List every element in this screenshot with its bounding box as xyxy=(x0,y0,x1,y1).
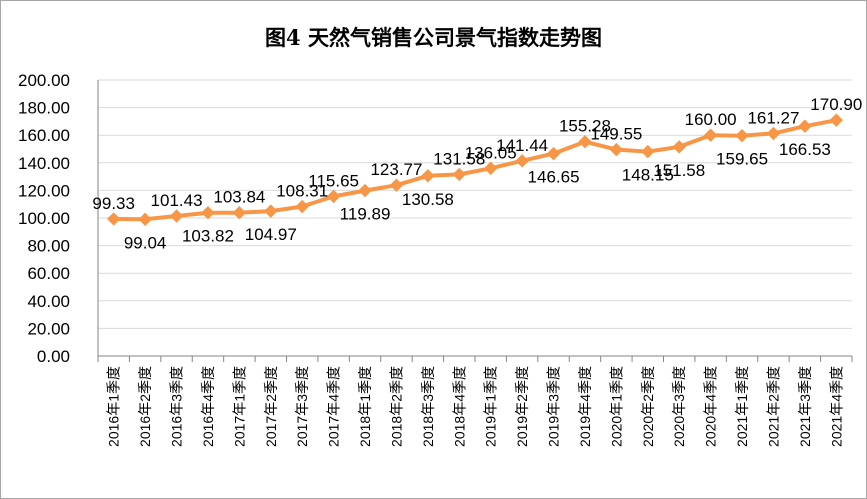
x-tick-label: 2018年4季度 xyxy=(451,366,467,447)
x-tick-label: 2019年3季度 xyxy=(546,366,562,447)
data-label: 108.31 xyxy=(276,182,328,201)
data-point xyxy=(264,204,278,218)
data-label: 99.33 xyxy=(92,194,135,213)
data-point xyxy=(169,209,184,223)
data-point xyxy=(326,189,341,204)
x-tick-label: 2020年4季度 xyxy=(703,366,719,447)
data-point xyxy=(735,128,749,143)
x-tick-label: 2017年3季度 xyxy=(294,366,310,447)
data-label: 160.00 xyxy=(685,110,737,129)
x-tick-label: 2018年2季度 xyxy=(388,366,404,447)
x-tick-label: 2020年2季度 xyxy=(640,366,656,447)
x-tick-label: 2021年3季度 xyxy=(797,366,813,447)
data-point xyxy=(672,140,686,154)
data-label: 166.53 xyxy=(779,140,831,159)
data-label: 170.90 xyxy=(810,95,862,114)
x-tick-label: 2016年4季度 xyxy=(200,366,216,447)
x-tick-label: 2019年2季度 xyxy=(514,366,530,447)
y-tick-label: 140.00 xyxy=(18,154,70,173)
x-tick-label: 2018年1季度 xyxy=(357,366,373,447)
data-point xyxy=(232,205,247,220)
data-label: 130.58 xyxy=(402,190,454,209)
x-tick-label: 2019年4季度 xyxy=(577,366,593,447)
data-point xyxy=(201,206,215,220)
y-tick-label: 60.00 xyxy=(27,264,70,283)
data-point xyxy=(546,146,561,161)
x-tick-label: 2021年2季度 xyxy=(765,366,781,447)
data-point xyxy=(107,212,121,226)
data-label: 149.55 xyxy=(590,125,642,144)
chart-title: 图4 天然气销售公司景气指数走势图 xyxy=(265,25,602,50)
data-label: 136.05 xyxy=(465,143,517,162)
x-tick-label: 2017年1季度 xyxy=(231,366,247,447)
data-label: 115.65 xyxy=(308,171,359,190)
data-point xyxy=(829,113,843,127)
data-point xyxy=(389,178,404,192)
data-label: 148.15 xyxy=(622,166,674,185)
x-tick-label: 2019年1季度 xyxy=(483,366,499,447)
data-label: 155.28 xyxy=(559,117,611,136)
data-point xyxy=(609,142,624,157)
data-point xyxy=(138,212,152,227)
y-tick-label: 160.00 xyxy=(18,126,70,145)
y-tick-label: 200.00 xyxy=(18,71,70,90)
data-point xyxy=(578,135,592,149)
data-label: 104.97 xyxy=(245,225,297,244)
data-label: 103.84 xyxy=(213,188,265,207)
data-point xyxy=(484,161,498,175)
data-label: 161.27 xyxy=(747,108,799,127)
data-point xyxy=(452,167,466,182)
data-label: 151.58 xyxy=(653,161,705,180)
y-tick-label: 120.00 xyxy=(18,181,70,200)
x-tick-label: 2017年4季度 xyxy=(326,366,342,447)
x-tick-label: 2020年3季度 xyxy=(671,366,687,447)
data-label: 146.65 xyxy=(528,168,580,187)
x-tick-label: 2021年4季度 xyxy=(828,366,844,447)
data-label: 103.82 xyxy=(182,227,234,246)
y-tick-label: 0.00 xyxy=(37,347,70,366)
x-tick-label: 2016年3季度 xyxy=(169,366,185,447)
data-label: 123.77 xyxy=(370,160,422,179)
data-point xyxy=(703,128,718,142)
data-point xyxy=(358,183,372,198)
data-point xyxy=(295,199,309,214)
x-tick-label: 2016年2季度 xyxy=(137,366,153,447)
data-point xyxy=(798,119,812,133)
data-point xyxy=(421,169,435,183)
x-tick-label: 2018年3季度 xyxy=(420,366,436,447)
y-tick-label: 80.00 xyxy=(27,237,70,256)
x-tick-label: 2020年1季度 xyxy=(608,366,624,447)
data-label: 159.65 xyxy=(716,150,768,169)
data-label: 141.44 xyxy=(496,136,548,155)
data-point xyxy=(641,144,655,159)
x-tick-label: 2021年1季度 xyxy=(734,366,750,447)
y-tick-label: 180.00 xyxy=(18,99,70,118)
data-point xyxy=(766,126,781,141)
x-tick-label: 2017年2季度 xyxy=(263,366,279,447)
data-point xyxy=(515,154,529,168)
x-tick-label: 2016年1季度 xyxy=(106,366,122,447)
y-tick-label: 100.00 xyxy=(18,209,70,228)
data-label: 119.89 xyxy=(340,205,391,224)
y-tick-label: 20.00 xyxy=(27,319,70,338)
y-tick-label: 40.00 xyxy=(27,292,70,311)
data-label: 99.04 xyxy=(124,233,167,252)
data-label: 101.43 xyxy=(151,191,203,210)
data-label: 131.58 xyxy=(433,149,485,168)
